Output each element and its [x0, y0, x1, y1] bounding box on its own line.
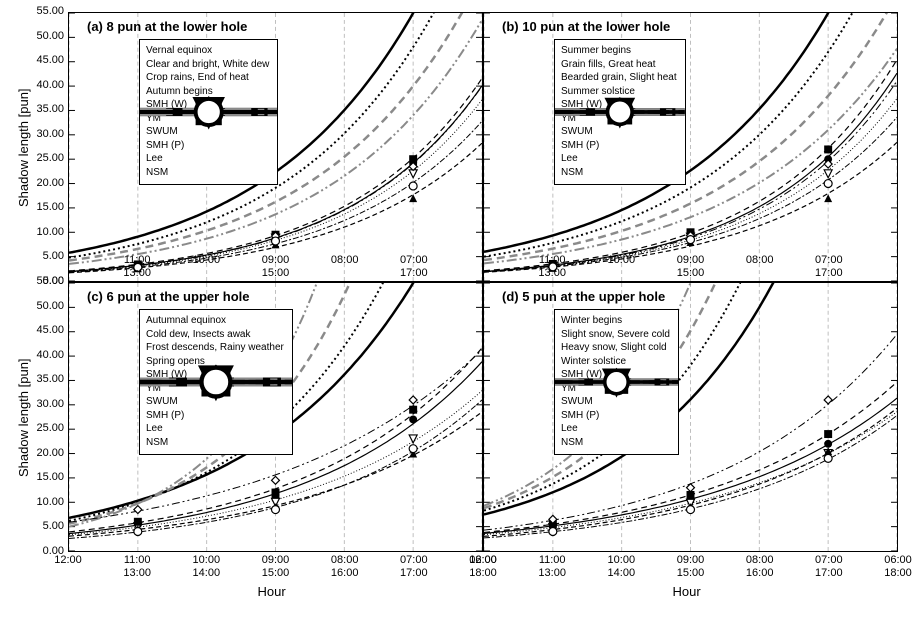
x-tick-label: 09:00 — [677, 254, 705, 266]
chart-panel-title: (a) 8 pun at the lower hole — [87, 19, 247, 34]
x-tick-label: 15:00 — [262, 567, 290, 579]
chart-panel-d: (d) 5 pun at the upper hole Winter begins… — [483, 282, 898, 552]
y-tick-label: 5.00 — [26, 250, 64, 262]
y-tick-label: 25.00 — [26, 152, 64, 164]
x-tick-label: 13:00 — [123, 567, 151, 579]
y-tick-label: 35.00 — [26, 103, 64, 115]
x-tick-label: 10:00 — [193, 254, 221, 266]
x-tick-label: 18:00 — [469, 567, 497, 579]
x-tick-label: 18:00 — [884, 567, 912, 579]
x-tick-label: 08:00 — [331, 254, 359, 266]
y-tick-label: 10.00 — [26, 226, 64, 238]
x-axis-label-left: Hour — [258, 584, 286, 599]
x-tick-label: 17:00 — [815, 267, 843, 279]
chart-panel-c: (c) 6 pun at the upper hole Autumnal equi… — [68, 282, 483, 552]
x-tick-label: 14:00 — [608, 567, 636, 579]
chart-legend: Winter beginsSlight snow, Severe coldHea… — [554, 309, 679, 455]
x-tick-label: 12:00 — [54, 554, 82, 566]
y-tick-label: 45.00 — [26, 54, 64, 66]
x-tick-label: 13:00 — [123, 267, 151, 279]
x-tick-label: 15:00 — [677, 267, 705, 279]
x-tick-label: 13:00 — [538, 267, 566, 279]
x-tick-label: 11:00 — [124, 554, 151, 566]
x-tick-label: 09:00 — [677, 554, 705, 566]
y-tick-label: 25.00 — [26, 422, 64, 434]
x-tick-label: 10:00 — [608, 254, 636, 266]
panel-grid: (a) 8 pun at the lower hole Vernal equino… — [68, 12, 898, 552]
x-tick-label: 07:00 — [400, 554, 428, 566]
y-tick-label: 30.00 — [26, 398, 64, 410]
chart-panel-title: (d) 5 pun at the upper hole — [502, 289, 665, 304]
y-tick-label: 10.00 — [26, 496, 64, 508]
chart-legend: Summer beginsGrain fills, Great heatBear… — [554, 39, 686, 185]
x-tick-label: 17:00 — [400, 567, 428, 579]
chart-legend: Vernal equinoxClear and bright, White de… — [139, 39, 278, 185]
x-tick-label: 17:00 — [400, 267, 428, 279]
x-tick-label: 11:00 — [539, 254, 566, 266]
x-tick-label: 10:00 — [608, 554, 636, 566]
x-axis-label-right: Hour — [673, 584, 701, 599]
x-tick-label: 11:00 — [539, 554, 566, 566]
y-tick-label: 5.00 — [26, 520, 64, 532]
x-tick-label: 08:00 — [746, 554, 774, 566]
x-tick-label: 07:00 — [815, 554, 843, 566]
x-tick-label: 08:00 — [331, 554, 359, 566]
x-tick-label: 06:00 — [469, 554, 497, 566]
x-tick-label: 16:00 — [331, 567, 359, 579]
x-tick-label: 08:00 — [746, 254, 774, 266]
y-tick-label: 55.00 — [26, 275, 64, 287]
y-tick-label: 20.00 — [26, 177, 64, 189]
y-tick-label: 30.00 — [26, 128, 64, 140]
y-tick-label: 20.00 — [26, 447, 64, 459]
x-tick-label: 07:00 — [400, 254, 428, 266]
figure-root: (a) 8 pun at the lower hole Vernal equino… — [0, 0, 918, 617]
x-tick-label: 11:00 — [124, 254, 151, 266]
chart-panel-a: (a) 8 pun at the lower hole Vernal equino… — [68, 12, 483, 282]
chart-panel-b: (b) 10 pun at the lower hole Summer begin… — [483, 12, 898, 282]
x-tick-label: 15:00 — [262, 267, 290, 279]
legend-item: NSM — [561, 437, 670, 450]
x-tick-label: 14:00 — [193, 567, 221, 579]
y-tick-label: 40.00 — [26, 79, 64, 91]
y-tick-label: 35.00 — [26, 373, 64, 385]
y-tick-label: 15.00 — [26, 201, 64, 213]
y-tick-label: 45.00 — [26, 324, 64, 336]
x-tick-label: 09:00 — [262, 554, 290, 566]
y-tick-label: 55.00 — [26, 5, 64, 17]
x-tick-label: 07:00 — [815, 254, 843, 266]
legend-item: NSM — [146, 167, 269, 180]
chart-legend: Autumnal equinoxCold dew, Insects awakFr… — [139, 309, 293, 455]
chart-panel-title: (b) 10 pun at the lower hole — [502, 19, 670, 34]
legend-item: NSM — [561, 167, 677, 180]
y-tick-label: 50.00 — [26, 300, 64, 312]
chart-panel-title: (c) 6 pun at the upper hole — [87, 289, 250, 304]
y-tick-label: 50.00 — [26, 30, 64, 42]
x-tick-label: 15:00 — [677, 567, 705, 579]
y-tick-label: 15.00 — [26, 471, 64, 483]
x-tick-label: 13:00 — [538, 567, 566, 579]
y-tick-label: 40.00 — [26, 349, 64, 361]
x-tick-label: 09:00 — [262, 254, 290, 266]
x-tick-label: 16:00 — [746, 567, 774, 579]
x-tick-label: 06:00 — [884, 554, 912, 566]
x-tick-label: 17:00 — [815, 567, 843, 579]
x-tick-label: 10:00 — [193, 554, 221, 566]
legend-item: NSM — [146, 437, 284, 450]
